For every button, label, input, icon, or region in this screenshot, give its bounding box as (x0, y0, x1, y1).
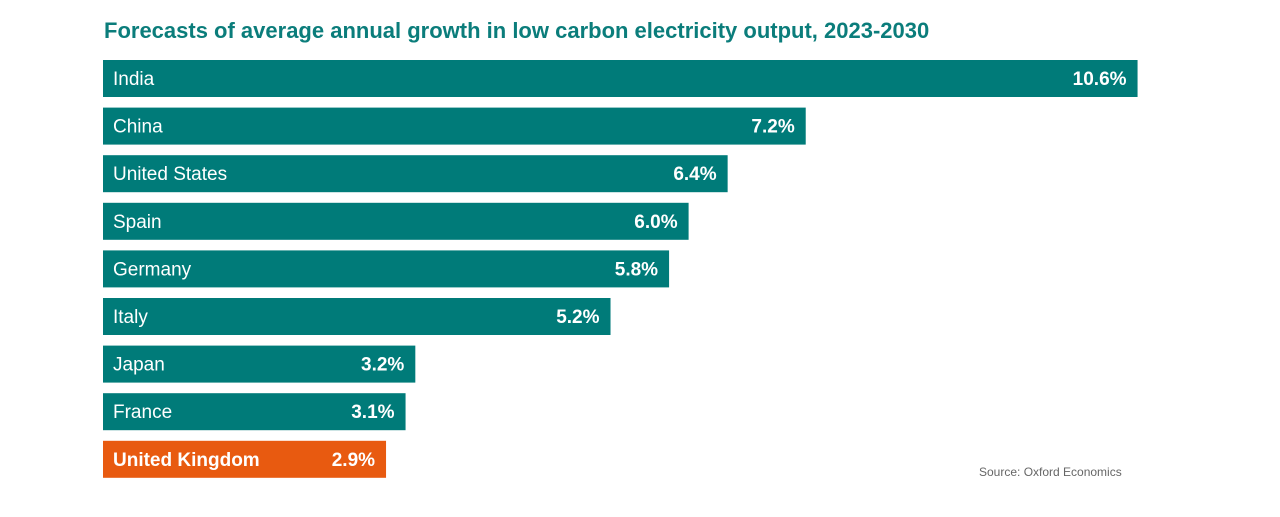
bar-united-states (103, 155, 728, 193)
category-label: United States (113, 164, 227, 185)
category-label: Italy (113, 307, 148, 328)
data-label: 2.9% (332, 450, 375, 471)
data-label: 5.8% (615, 259, 658, 280)
bar-spain (103, 202, 689, 240)
category-label: France (113, 402, 172, 423)
category-label: China (113, 117, 163, 138)
bar-japan (103, 345, 416, 383)
bar-india (103, 60, 1138, 97)
category-label: United Kingdom (113, 450, 260, 471)
data-label: 6.0% (634, 212, 677, 233)
data-label: 6.4% (673, 164, 716, 185)
bar-italy (103, 298, 611, 335)
data-label: 3.1% (351, 402, 394, 423)
data-label: 5.2% (556, 307, 599, 328)
bar-china (103, 107, 806, 145)
data-label: 3.2% (361, 355, 404, 376)
bar-united-kingdom (103, 440, 387, 478)
bar-france (103, 393, 406, 431)
source-note: Source: Oxford Economics (979, 465, 1122, 479)
category-label: Spain (113, 212, 162, 233)
category-label: Germany (113, 259, 192, 280)
data-label: 10.6% (1073, 69, 1127, 90)
data-label: 7.2% (751, 117, 794, 138)
bar-germany (103, 250, 670, 288)
category-label: India (113, 69, 155, 90)
category-label: Japan (113, 355, 165, 376)
chart-title: Forecasts of average annual growth in lo… (104, 18, 930, 43)
